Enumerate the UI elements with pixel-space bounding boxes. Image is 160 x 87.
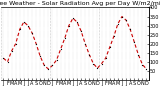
Title: Milwaukee Weather - Solar Radiation Avg per Day W/m2/minute: Milwaukee Weather - Solar Radiation Avg …: [0, 1, 160, 6]
